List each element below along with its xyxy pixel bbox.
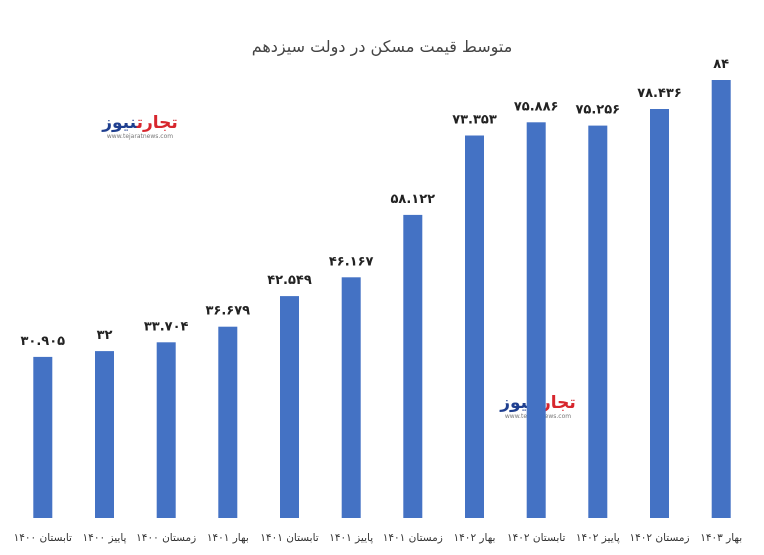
x-tick-label: تابستان ۱۴۰۱ — [260, 532, 318, 544]
data-label: ۵۸.۱۲۲ — [390, 192, 435, 207]
data-label: ۷۵.۲۵۶ — [575, 103, 620, 118]
x-tick-label: بهار ۱۴۰۲ — [454, 532, 496, 544]
bar — [588, 125, 608, 518]
data-label: ۷۵.۸۸۶ — [514, 99, 559, 114]
logo-brand-blue: نیوز — [101, 113, 137, 133]
bars-group — [33, 80, 731, 519]
chart-title: متوسط قیمت مسکن در دولت سیزدهم — [252, 37, 513, 57]
bar — [218, 326, 238, 518]
data-label: ۳۲ — [97, 328, 113, 343]
bar — [650, 109, 669, 518]
watermark-brand-blue: نیوز — [499, 393, 535, 413]
brand-logo: تجارتنیوز www.tejaratnews.com — [101, 113, 178, 140]
logo-site: www.tejaratnews.com — [107, 133, 173, 140]
bar — [95, 351, 114, 518]
data-label: ۷۳.۳۵۳ — [452, 113, 497, 128]
bar — [403, 214, 423, 518]
x-tick-label: بهار ۱۴۰۳ — [700, 532, 742, 544]
bar — [526, 122, 546, 519]
logo-brand-red: تجارت — [136, 113, 178, 133]
value-labels-group: ۳۰.۹۰۵ ۳۲ ۳۳.۷۰۴ ۳۶.۶۷۹ ۴۲.۵۴۹ ۴۶.۱۶۷ ۵۸.۱۲۲ ۷۳… — [20, 57, 729, 349]
bar — [33, 356, 53, 518]
x-tick-label: پاییز ۱۴۰۰ — [83, 532, 127, 544]
x-tick-label: زمستان ۱۴۰۱ — [383, 532, 443, 544]
x-tick-label: بهار ۱۴۰۱ — [207, 532, 249, 544]
category-labels-group: تابستان ۱۴۰۰ پاییز ۱۴۰۰ زمستان ۱۴۰۰ بهار ۱۴… — [14, 532, 743, 544]
data-label: ۳۳.۷۰۴ — [144, 319, 189, 334]
data-label: ۸۴ — [713, 57, 729, 72]
bar — [465, 135, 484, 518]
bar — [341, 277, 361, 518]
x-tick-label: تابستان ۱۴۰۰ — [14, 532, 72, 544]
x-tick-label: زمستان ۱۴۰۲ — [629, 532, 689, 544]
data-label: ۴۲.۵۴۹ — [267, 273, 312, 288]
bar — [280, 296, 299, 518]
data-label: ۳۰.۹۰۵ — [20, 334, 65, 349]
svg-text:تجارتنیوز: تجارتنیوز — [101, 113, 178, 133]
data-label: ۴۶.۱۶۷ — [329, 254, 374, 269]
data-label: ۳۶.۶۷۹ — [205, 304, 250, 319]
data-label: ۷۸.۴۳۶ — [637, 86, 682, 101]
bar — [711, 80, 731, 518]
bar — [156, 342, 176, 518]
x-tick-label: تابستان ۱۴۰۲ — [507, 532, 565, 544]
x-tick-label: پاییز ۱۴۰۱ — [329, 532, 373, 544]
x-tick-label: زمستان ۱۴۰۰ — [136, 532, 196, 544]
x-tick-label: پاییز ۱۴۰۲ — [576, 532, 620, 544]
